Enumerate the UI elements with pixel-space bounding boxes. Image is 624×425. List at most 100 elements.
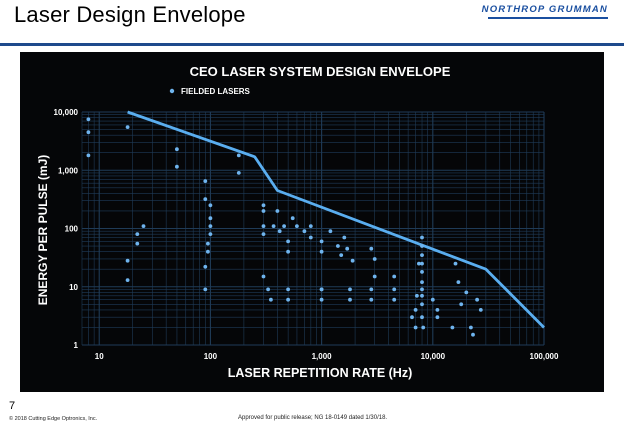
data-point <box>450 325 455 330</box>
data-point <box>203 264 208 269</box>
data-point <box>413 308 418 312</box>
data-point <box>345 246 350 251</box>
design-envelope-line <box>127 110 545 329</box>
data-point <box>308 235 313 240</box>
data-point <box>348 297 352 302</box>
data-point <box>302 229 307 234</box>
design-envelope-chart: 10 100 1,000 10,000 100,000 1 10 100 1,000 10,00… <box>20 52 604 392</box>
data-point <box>275 209 280 213</box>
data-point <box>420 315 424 320</box>
data-point <box>135 232 140 237</box>
data-point <box>469 325 473 330</box>
data-point <box>430 297 435 302</box>
data-point <box>208 224 213 229</box>
data-point <box>269 297 273 302</box>
data-point <box>369 246 374 251</box>
envelope-layer <box>127 110 545 329</box>
data-point <box>421 325 426 330</box>
data-point <box>86 117 91 122</box>
data-point <box>420 302 424 307</box>
data-point <box>342 235 347 240</box>
data-point <box>125 258 130 263</box>
x-tick-labels: 10 100 1,000 10,000 100,000 <box>95 352 559 361</box>
chart-panel: 10 100 1,000 10,000 100,000 1 10 100 1,000 10,00… <box>20 52 604 392</box>
data-point <box>328 229 333 234</box>
data-point <box>261 209 266 213</box>
x-axis-label: LASER REPETITION RATE (Hz) <box>228 366 413 380</box>
data-point <box>420 287 424 292</box>
data-point <box>261 274 266 279</box>
y-axis-label: ENERGY PER PULSE (mJ) <box>36 155 50 305</box>
data-point <box>319 249 324 254</box>
data-point <box>392 297 397 302</box>
data-point <box>286 287 290 292</box>
data-point <box>369 297 374 302</box>
data-point <box>175 147 179 152</box>
data-point <box>319 287 324 292</box>
data-point <box>206 249 210 254</box>
data-point <box>420 261 424 266</box>
data-point <box>208 203 213 208</box>
data-point <box>339 253 344 257</box>
data-point <box>308 224 313 229</box>
data-point <box>392 287 397 292</box>
chart-title: CEO LASER SYSTEM DESIGN ENVELOPE <box>190 64 451 79</box>
data-point <box>319 297 324 302</box>
data-point <box>203 197 208 202</box>
y-tick-label: 10,000 <box>54 108 79 117</box>
data-point <box>135 241 140 246</box>
data-point <box>175 164 179 169</box>
data-point <box>295 224 299 229</box>
data-point <box>261 203 266 208</box>
data-point <box>420 280 424 284</box>
data-point <box>420 253 424 257</box>
data-point <box>236 171 241 175</box>
data-point <box>459 302 464 307</box>
data-points <box>86 117 483 337</box>
data-point <box>348 287 352 292</box>
data-point <box>369 287 374 292</box>
grid-lines <box>81 111 545 346</box>
data-point <box>453 261 458 266</box>
y-tick-label: 10 <box>69 283 78 292</box>
data-point <box>336 244 340 248</box>
data-point <box>286 297 290 302</box>
data-point <box>86 153 91 158</box>
data-point <box>266 287 270 292</box>
data-point <box>478 308 483 312</box>
data-point <box>420 244 424 248</box>
x-tick-label: 10,000 <box>421 352 446 361</box>
data-point <box>350 258 355 263</box>
northrop-grumman-logo: NORTHROP GRUMMAN <box>481 4 608 15</box>
chart-background <box>20 52 604 392</box>
data-point <box>413 325 418 330</box>
data-point <box>125 125 130 129</box>
logo-underline <box>488 17 608 19</box>
data-point <box>464 290 469 295</box>
data-point <box>392 274 397 279</box>
title-divider <box>0 43 624 46</box>
data-point <box>203 287 208 292</box>
data-point <box>125 278 130 282</box>
y-tick-label: 1 <box>74 341 79 350</box>
data-point <box>475 297 479 302</box>
data-point <box>86 130 91 135</box>
data-point <box>420 270 424 274</box>
data-point <box>261 232 266 237</box>
legend-marker <box>169 88 175 94</box>
data-point <box>435 315 440 320</box>
data-point <box>141 224 146 229</box>
data-point <box>456 280 461 284</box>
data-point <box>236 153 241 158</box>
x-tick-label: 100 <box>204 352 218 361</box>
y-tick-label: 100 <box>65 225 79 234</box>
data-point <box>277 229 282 234</box>
data-point <box>435 308 440 312</box>
data-point <box>203 179 208 183</box>
legend-label: FIELDED LASERS <box>181 87 251 96</box>
data-point <box>420 235 424 240</box>
approval-notice: Approved for public release; NG 18-0149 … <box>238 415 388 421</box>
data-point <box>208 216 213 221</box>
data-point <box>271 224 276 229</box>
copyright-text: © 2018 Cutting Edge Optronics, Inc. <box>9 416 98 422</box>
